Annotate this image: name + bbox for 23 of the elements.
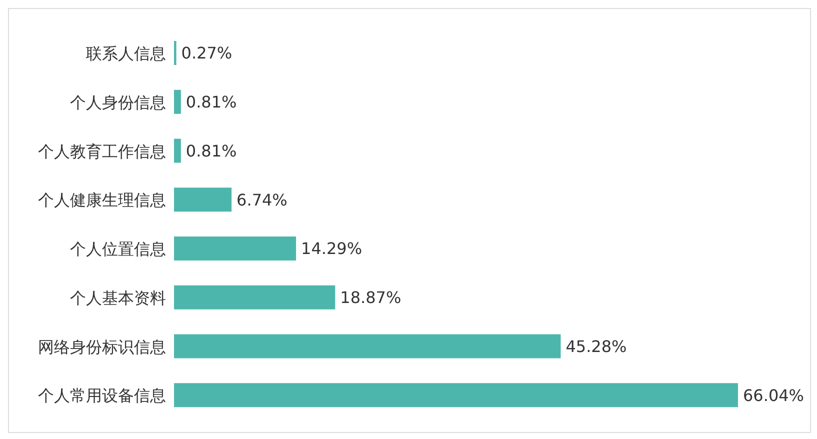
data-label: 18.87% bbox=[340, 288, 402, 308]
bar bbox=[174, 138, 181, 163]
bar bbox=[174, 188, 232, 212]
data-label: 0.27% bbox=[181, 44, 232, 63]
y-tick-label: 网络身份标识信息 bbox=[38, 337, 166, 356]
y-tick-label: 个人教育工作信息 bbox=[38, 142, 166, 161]
y-tick-label: 个人基本资料 bbox=[70, 288, 166, 308]
y-tick-label: 个人健康生理信息 bbox=[38, 190, 166, 210]
y-tick-label: 个人常用设备信息 bbox=[38, 386, 166, 406]
data-label: 14.29% bbox=[301, 239, 362, 258]
data-label: 45.28% bbox=[566, 336, 627, 356]
data-label: 0.81% bbox=[186, 141, 237, 160]
y-tick-label: 联系人信息 bbox=[86, 44, 166, 64]
data-label: 6.74% bbox=[236, 190, 288, 210]
bar bbox=[174, 236, 296, 260]
bar bbox=[174, 285, 336, 310]
data-label: 0.81% bbox=[186, 92, 237, 112]
bar bbox=[174, 383, 738, 408]
bar bbox=[174, 334, 561, 358]
y-tick-label: 个人位置信息 bbox=[70, 240, 166, 259]
y-tick-label: 个人身份信息 bbox=[70, 92, 166, 112]
data-label: 66.04% bbox=[743, 386, 804, 405]
bar bbox=[174, 90, 181, 114]
